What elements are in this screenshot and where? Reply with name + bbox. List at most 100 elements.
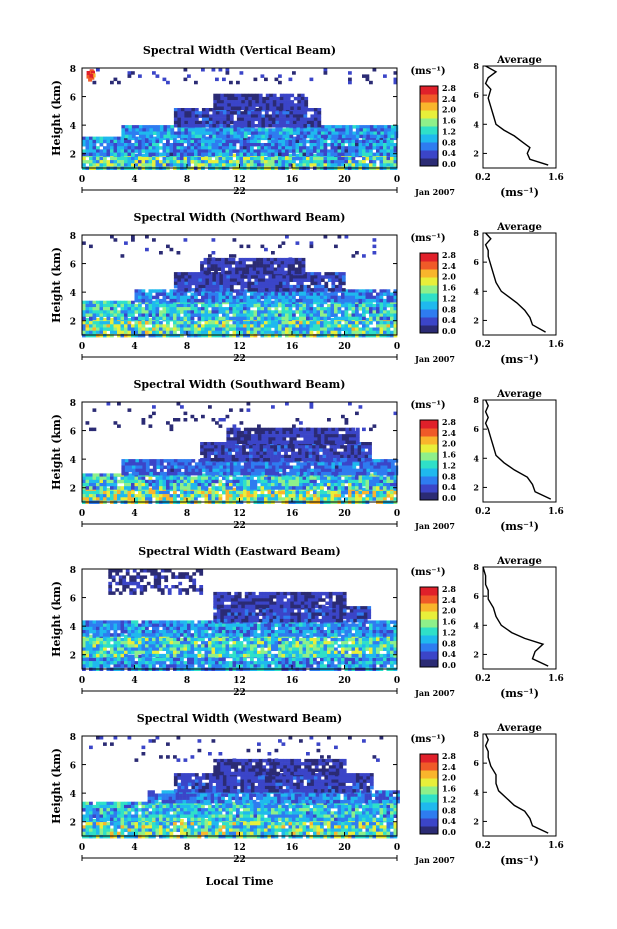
heatmap-cell [243, 160, 247, 164]
heatmap-cell [210, 448, 215, 452]
heatmap-cell [376, 295, 380, 300]
heatmap-cell [173, 479, 177, 484]
heatmap-cell [304, 106, 309, 110]
heatmap-cell [341, 152, 345, 157]
heatmap-cell [121, 462, 126, 466]
heatmap-cell [96, 313, 100, 317]
heatmap-cell [92, 490, 97, 495]
heatmap-cell [225, 300, 230, 305]
heatmap-cell [201, 476, 205, 481]
heatmap-cell [225, 494, 230, 498]
heatmap-cell [264, 321, 268, 325]
heatmap-cell [173, 333, 177, 338]
heatmap-cell [348, 289, 352, 293]
heatmap-cell [358, 152, 363, 157]
heatmap-cell [310, 462, 315, 466]
heatmap-cell [149, 462, 154, 466]
heatmap-cell [141, 316, 146, 321]
heatmap-cell [254, 108, 259, 112]
heatmap-cell [117, 316, 121, 321]
heatmap-cell [187, 281, 192, 286]
heatmap-cell [166, 136, 170, 141]
profile-line [484, 232, 546, 333]
heatmap-cell [344, 235, 349, 239]
heatmap-cell [244, 106, 249, 110]
heatmap-cell [379, 160, 384, 164]
heatmap-cell [283, 103, 288, 107]
heatmap-cell [96, 307, 100, 311]
heatmap-cell [152, 160, 156, 164]
heatmap-cell [323, 149, 328, 153]
heatmap-cell [334, 244, 338, 249]
heatmap-cell [365, 327, 370, 331]
heatmap-cell [316, 303, 321, 308]
heatmap-cell [365, 330, 370, 335]
heatmap-cell [232, 479, 237, 484]
heatmap-cell [348, 80, 352, 85]
heatmap-cell [264, 146, 268, 150]
heatmap-cell [324, 284, 329, 289]
heatmap-cell [96, 317, 100, 322]
heatmap-cell [187, 471, 192, 476]
heatmap-cell [236, 136, 240, 141]
heatmap-cell [253, 494, 258, 498]
heatmap-cell [239, 324, 244, 328]
heatmap-cell [187, 462, 192, 466]
heatmap-cell [211, 251, 216, 255]
heatmap-cell [376, 459, 381, 463]
heatmap-cell [280, 257, 285, 262]
heatmap-cell [351, 152, 356, 157]
heatmap-cell [309, 143, 314, 147]
heatmap-cell [260, 163, 265, 167]
y-axis-label: Height (km) [50, 247, 63, 323]
heatmap-cell [372, 330, 377, 335]
heatmap-cell [303, 288, 308, 292]
heatmap-cell [393, 300, 398, 305]
heatmap-cell [345, 468, 350, 473]
heatmap-cell [316, 490, 321, 495]
heatmap-cell [283, 96, 288, 101]
heatmap-cell [362, 152, 366, 157]
heatmap-cell [257, 465, 262, 469]
heatmap-cell [341, 327, 345, 331]
heatmap-cell [240, 465, 245, 469]
heatmap-cell [215, 462, 220, 466]
heatmap-cell [327, 149, 331, 153]
heatmap-cell [201, 479, 205, 484]
heatmap-cell [194, 80, 198, 85]
heatmap-cell [127, 330, 132, 335]
heatmap-cell [264, 333, 268, 338]
heatmap-cell [361, 442, 365, 446]
heatmap-cell [134, 494, 139, 498]
heatmap-cell [232, 324, 237, 328]
heatmap-cell [228, 264, 232, 268]
heatmap-cell [207, 270, 211, 275]
heatmap-cell [365, 289, 370, 293]
heatmap-cell [379, 327, 384, 331]
heatmap-cell [103, 483, 107, 487]
heatmap-cell [285, 156, 289, 161]
heatmap-cell [250, 156, 254, 161]
heatmap-cell [236, 131, 241, 135]
heatmap-cell [246, 143, 251, 147]
heatmap-cell [152, 479, 156, 484]
heatmap-cell [145, 321, 149, 325]
heatmap-cell [239, 298, 244, 303]
x-tick-label: 4 [131, 175, 137, 185]
heatmap-cell [254, 278, 259, 282]
heatmap-cell [145, 134, 150, 139]
heatmap-cell [152, 321, 156, 325]
colorbar-tick-label: 2.0 [442, 272, 456, 282]
heatmap-cell [229, 462, 234, 466]
heatmap-cell [236, 289, 240, 293]
heatmap-cell [362, 468, 367, 473]
heatmap-cell [89, 330, 93, 335]
heatmap-cell [92, 316, 97, 321]
heatmap-cell [135, 128, 140, 132]
heatmap-cell [152, 333, 156, 338]
heatmap-cell [341, 300, 345, 305]
heatmap-cell [257, 494, 261, 498]
heatmap-cell [295, 476, 300, 481]
heatmap-cell [338, 131, 343, 135]
heatmap-cell [293, 106, 298, 110]
